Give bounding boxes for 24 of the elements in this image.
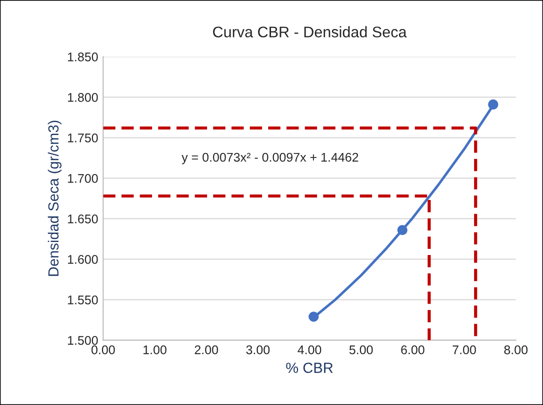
point (308, 312, 319, 322)
point (397, 224, 408, 236)
y-tick-label: 1.750 (68, 134, 98, 142)
chart-title: Curva CBR - Densidad Seca (213, 26, 407, 38)
x-tick-label: 3.00 (246, 345, 270, 354)
x-axis-title: % CBR (286, 362, 333, 373)
x-tick-label: 5.00 (349, 345, 373, 354)
x-tick-label: 7.00 (452, 345, 476, 354)
x-tick-label: 1.00 (144, 345, 166, 354)
annotation: y = 0.0073x² - 0.0097x + 1.4462 (182, 152, 358, 164)
y-tick-label: 1.700 (68, 174, 98, 183)
x-tick-label: 0.00 (91, 345, 115, 354)
y-tick-label: 1.800 (68, 93, 98, 102)
y-tick-label: 1.550 (68, 296, 98, 304)
y-tick-label: 1.650 (68, 214, 98, 224)
y-tick-label: 1.500 (68, 336, 98, 345)
x-tick-label: 8.00 (504, 345, 528, 354)
point (488, 99, 498, 110)
x-tick-label: 4.00 (298, 345, 322, 354)
y-axis-title: Densidad Seca (gr/cm3) (48, 120, 62, 276)
y-tick-label: 1.850 (68, 52, 98, 62)
x-tick-label: 2.00 (194, 345, 218, 354)
y-tick-label: 1.600 (68, 255, 98, 264)
x-tick-label: 6.00 (401, 345, 424, 354)
